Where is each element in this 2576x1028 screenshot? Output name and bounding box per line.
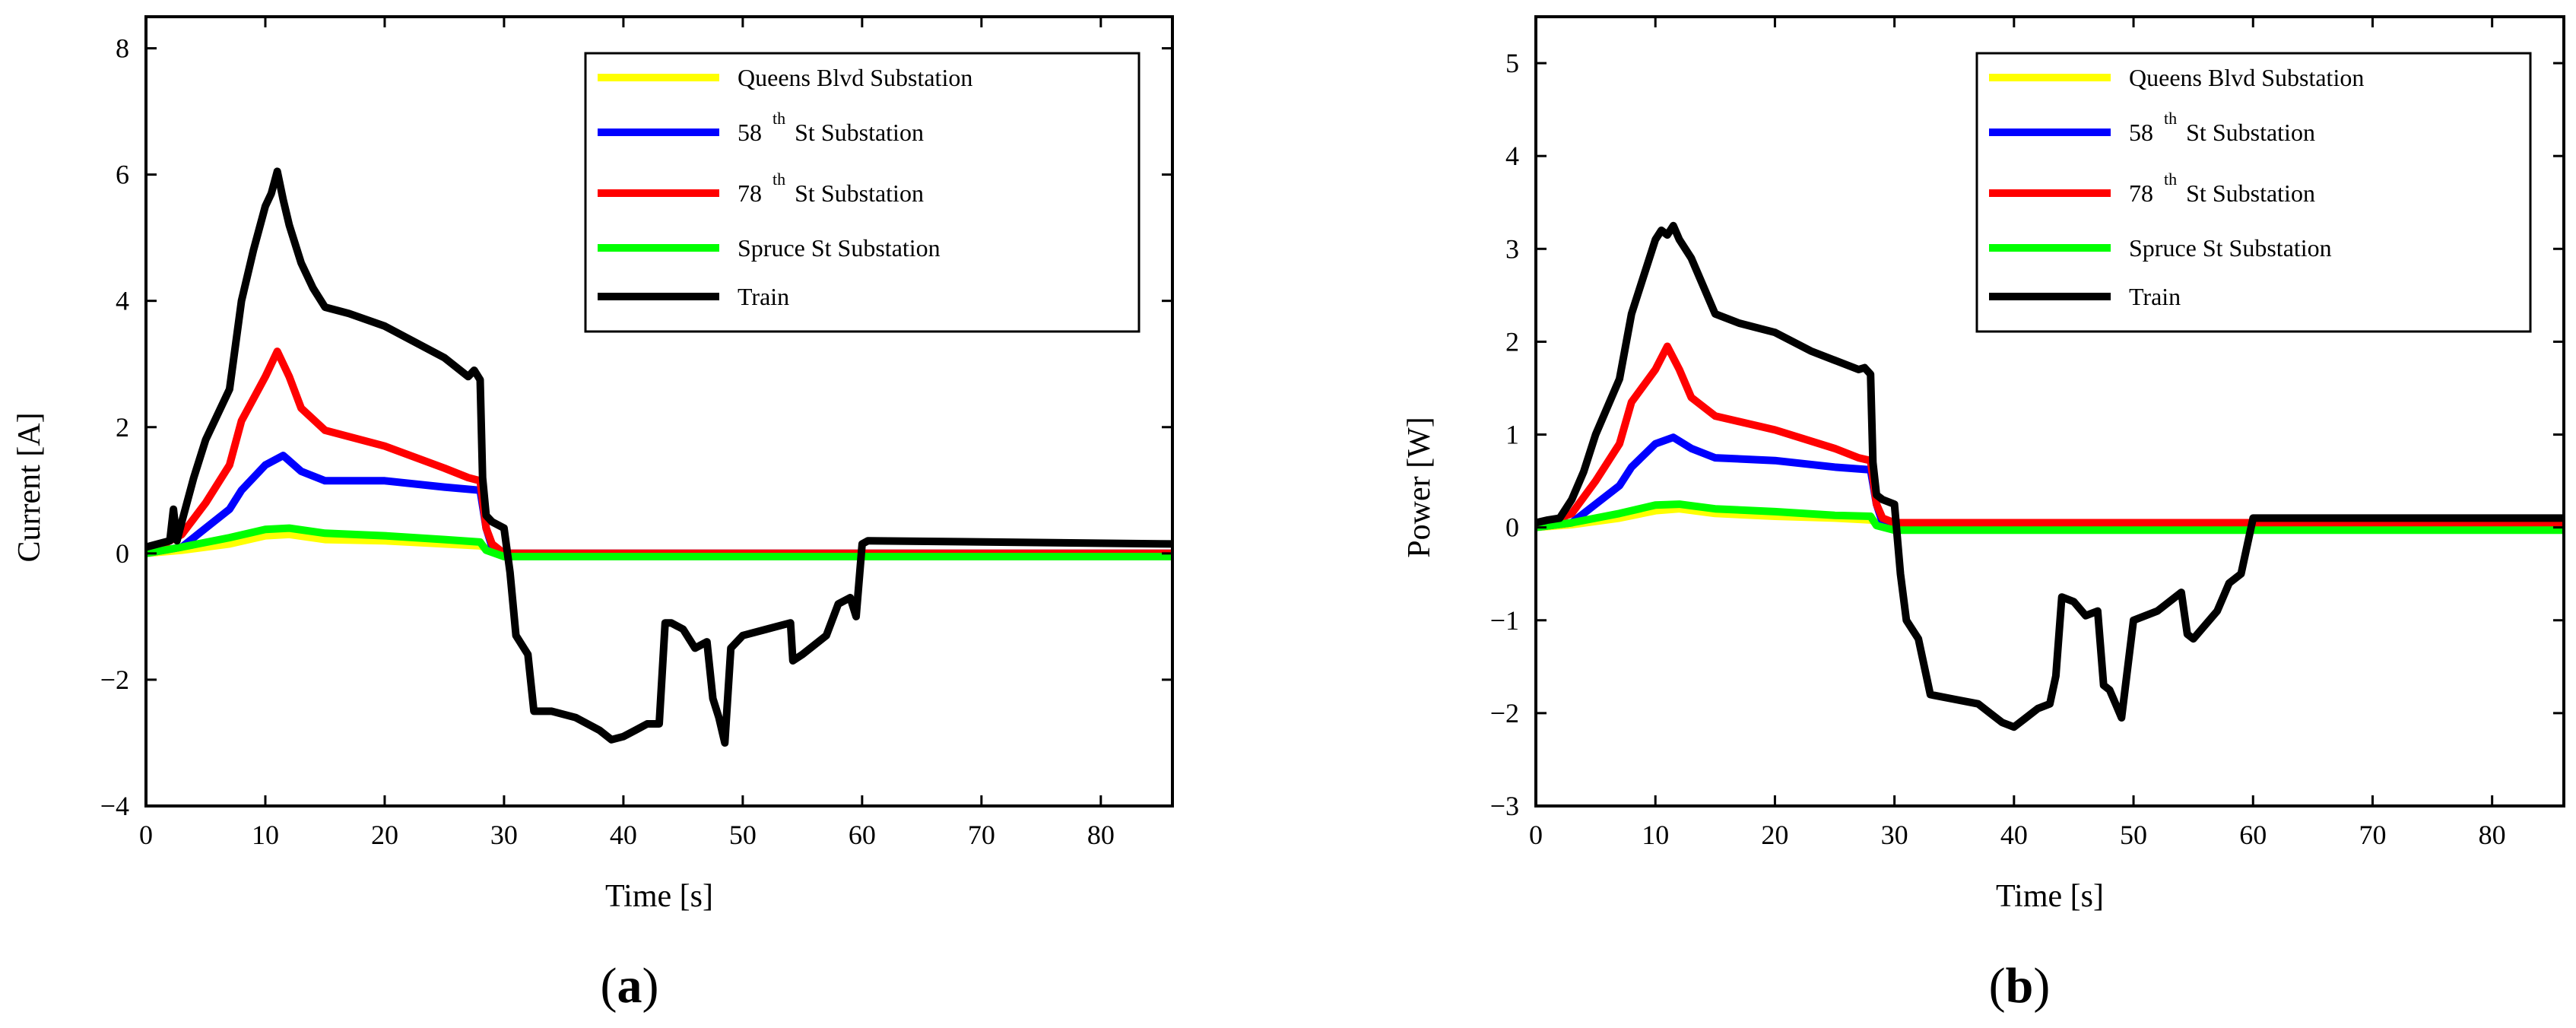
panel-a-y-tick-label: −2 bbox=[100, 665, 129, 695]
panel-b-y-tick-label: −1 bbox=[1490, 605, 1519, 636]
panel-b-y-axis-title: Power [W] bbox=[1402, 417, 1437, 557]
panel-b-plot-frame bbox=[1534, 15, 2565, 807]
panel-b-y-tick-label: 1 bbox=[1505, 420, 1519, 450]
panel-a-x-tick-label: 10 bbox=[252, 820, 279, 850]
panel-a-ticks: 0 10 20 30 40 50 60 70 80 −4 −2 0 2 4 6 8 bbox=[100, 17, 1172, 850]
panel-b-x-tick-label: 60 bbox=[2239, 820, 2267, 850]
panel-b-legend-label-train: Train bbox=[2129, 283, 2181, 310]
panel-a-x-tick-label: 20 bbox=[371, 820, 398, 850]
panel-b-y-tick-label: 5 bbox=[1505, 48, 1519, 78]
panel-a-chart: 0 10 20 30 40 50 60 70 80 −4 −2 0 2 4 6 8 Time [s] Curr… bbox=[12, 15, 1174, 1014]
panel-a-plot-frame bbox=[144, 15, 1174, 807]
panel-b-y-tick-label: −2 bbox=[1490, 698, 1519, 728]
panel-b-label: (b) bbox=[1989, 958, 2051, 1014]
panel-a-y-tick-label: 8 bbox=[116, 33, 129, 64]
panel-a-x-tick-label: 60 bbox=[849, 820, 876, 850]
panel-b-legend-label-spruce: Spruce St Substation bbox=[2129, 234, 2332, 262]
panel-b-legend-label-queens: Queens Blvd Substation bbox=[2129, 64, 2364, 91]
panel-b-series-group bbox=[1536, 221, 2564, 731]
panel-a-series-s78 bbox=[146, 347, 1172, 557]
panel-a-y-tick-label: 2 bbox=[116, 412, 129, 443]
panel-a-x-tick-label: 50 bbox=[729, 820, 757, 850]
panel-b-chart: 0 10 20 30 40 50 60 70 80 −3 −2 −1 0 1 2 3 4 5 Time [s] P… bbox=[1402, 15, 2565, 1014]
panel-a-x-tick-label: 0 bbox=[139, 820, 153, 850]
panel-a-x-axis-title: Time [s] bbox=[605, 879, 713, 914]
panel-b-x-tick-label: 50 bbox=[2120, 820, 2147, 850]
panel-b-x-tick-label: 70 bbox=[2359, 820, 2386, 850]
panel-a-y-tick-label: 4 bbox=[116, 286, 129, 316]
panel-a-legend-label-spruce: Spruce St Substation bbox=[738, 234, 941, 262]
panel-a-x-tick-label: 40 bbox=[610, 820, 637, 850]
panel-b-x-tick-label: 20 bbox=[1761, 820, 1788, 850]
panel-b-series-train bbox=[1536, 221, 2564, 731]
panel-b-y-tick-label: −3 bbox=[1490, 791, 1519, 821]
panel-b-x-tick-label: 0 bbox=[1529, 820, 1543, 850]
panel-a-x-tick-label: 80 bbox=[1087, 820, 1115, 850]
panel-b-x-tick-label: 40 bbox=[2000, 820, 2028, 850]
panel-a-y-tick-label: −4 bbox=[100, 791, 129, 821]
panel-a-legend-label-queens: Queens Blvd Substation bbox=[738, 64, 972, 91]
panel-b-y-tick-label: 0 bbox=[1505, 512, 1519, 543]
panel-b-x-tick-label: 30 bbox=[1881, 820, 1908, 850]
panel-b-y-tick-label: 3 bbox=[1505, 233, 1519, 264]
panel-a-y-axis-title: Current [A] bbox=[12, 412, 47, 562]
panel-a-x-tick-label: 30 bbox=[490, 820, 518, 850]
panel-a-series-train bbox=[146, 167, 1172, 747]
panel-a-letter: a bbox=[617, 958, 642, 1014]
panel-b-series-spruce bbox=[1536, 500, 2564, 535]
panel-b-x-tick-label: 10 bbox=[1642, 820, 1669, 850]
panel-b-ticks: 0 10 20 30 40 50 60 70 80 −3 −2 −1 0 1 2 3 4 5 bbox=[1490, 17, 2564, 850]
panel-b-y-tick-label: 4 bbox=[1505, 141, 1519, 171]
panel-b-letter: b bbox=[2006, 958, 2034, 1014]
panel-a-y-tick-label: 0 bbox=[116, 538, 129, 569]
panel-a-x-tick-label: 70 bbox=[968, 820, 995, 850]
panel-b-x-tick-label: 80 bbox=[2479, 820, 2506, 850]
panel-a-label: (a) bbox=[601, 958, 659, 1014]
panel-a-legend-label-train: Train bbox=[738, 283, 789, 310]
panel-b-series-s78 bbox=[1536, 342, 2564, 531]
panel-a-y-tick-label: 6 bbox=[116, 160, 129, 190]
panel-a-series-group bbox=[146, 167, 1172, 747]
panel-a-series-spruce bbox=[146, 524, 1172, 560]
panel-b-y-tick-label: 2 bbox=[1505, 326, 1519, 357]
panel-b-x-axis-title: Time [s] bbox=[1996, 879, 2104, 914]
